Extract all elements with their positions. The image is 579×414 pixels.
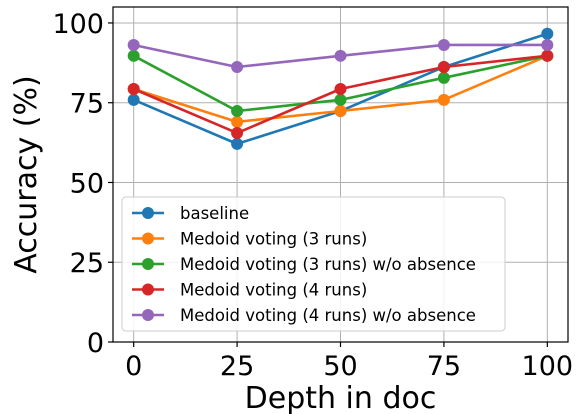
series-5 xyxy=(127,38,554,73)
data-point xyxy=(541,27,554,40)
legend-item: baseline xyxy=(132,204,249,223)
legend-item: Medoid voting (4 runs) w/o absence xyxy=(132,306,476,325)
y-axis-label: Accuracy (%) xyxy=(9,75,44,273)
data-point xyxy=(437,38,450,51)
data-point xyxy=(437,93,450,106)
x-tick-label: 50 xyxy=(323,351,357,382)
legend-label: Medoid voting (4 runs) xyxy=(180,281,367,300)
data-point xyxy=(541,49,554,62)
legend-item: Medoid voting (3 runs) w/o absence xyxy=(132,255,476,274)
x-tick-label: 100 xyxy=(522,351,574,382)
y-tick-label: 25 xyxy=(70,248,104,279)
legend-swatch-marker xyxy=(142,283,154,296)
data-point xyxy=(231,60,244,73)
data-point xyxy=(127,82,140,95)
data-point xyxy=(231,105,244,118)
data-point xyxy=(127,38,140,51)
series-4 xyxy=(127,49,554,140)
data-point xyxy=(127,93,140,106)
legend-label: Medoid voting (4 runs) w/o absence xyxy=(180,306,476,325)
legend-swatch-marker xyxy=(142,232,154,245)
legend-item: Medoid voting (3 runs) xyxy=(132,230,367,249)
x-tick-label: 25 xyxy=(220,351,254,382)
axis-ticks: 0 25 50 75 100 0 25 50 75 100 xyxy=(52,9,573,382)
legend-box xyxy=(121,196,506,332)
data-point xyxy=(231,137,244,150)
legend-label: Medoid voting (3 runs) xyxy=(180,230,367,249)
data-point xyxy=(334,82,347,95)
y-tick-label: 50 xyxy=(70,168,104,199)
data-point xyxy=(437,60,450,73)
x-tick-label: 75 xyxy=(427,351,461,382)
x-axis-label: Depth in doc xyxy=(245,381,437,414)
legend-label: Medoid voting (3 runs) w/o absence xyxy=(180,255,476,274)
data-point xyxy=(334,93,347,106)
data-point xyxy=(437,71,450,84)
series-layer xyxy=(127,27,554,150)
data-point xyxy=(127,49,140,62)
data-point xyxy=(231,127,244,140)
legend-item: Medoid voting (4 runs) xyxy=(132,281,367,300)
data-point xyxy=(334,105,347,118)
data-point xyxy=(334,49,347,62)
legend: baseline Medoid voting (3 runs) Medoid vot… xyxy=(121,196,506,332)
legend-swatch-marker xyxy=(142,309,154,321)
data-point xyxy=(541,38,554,51)
y-tick-label: 75 xyxy=(70,89,104,120)
legend-swatch-marker xyxy=(142,207,154,219)
legend-swatch-marker xyxy=(142,258,154,270)
data-point xyxy=(231,115,244,128)
x-tick-label: 0 xyxy=(125,351,142,382)
legend-label: baseline xyxy=(180,204,249,223)
y-tick-label: 100 xyxy=(52,9,104,40)
y-tick-label: 0 xyxy=(87,328,104,359)
